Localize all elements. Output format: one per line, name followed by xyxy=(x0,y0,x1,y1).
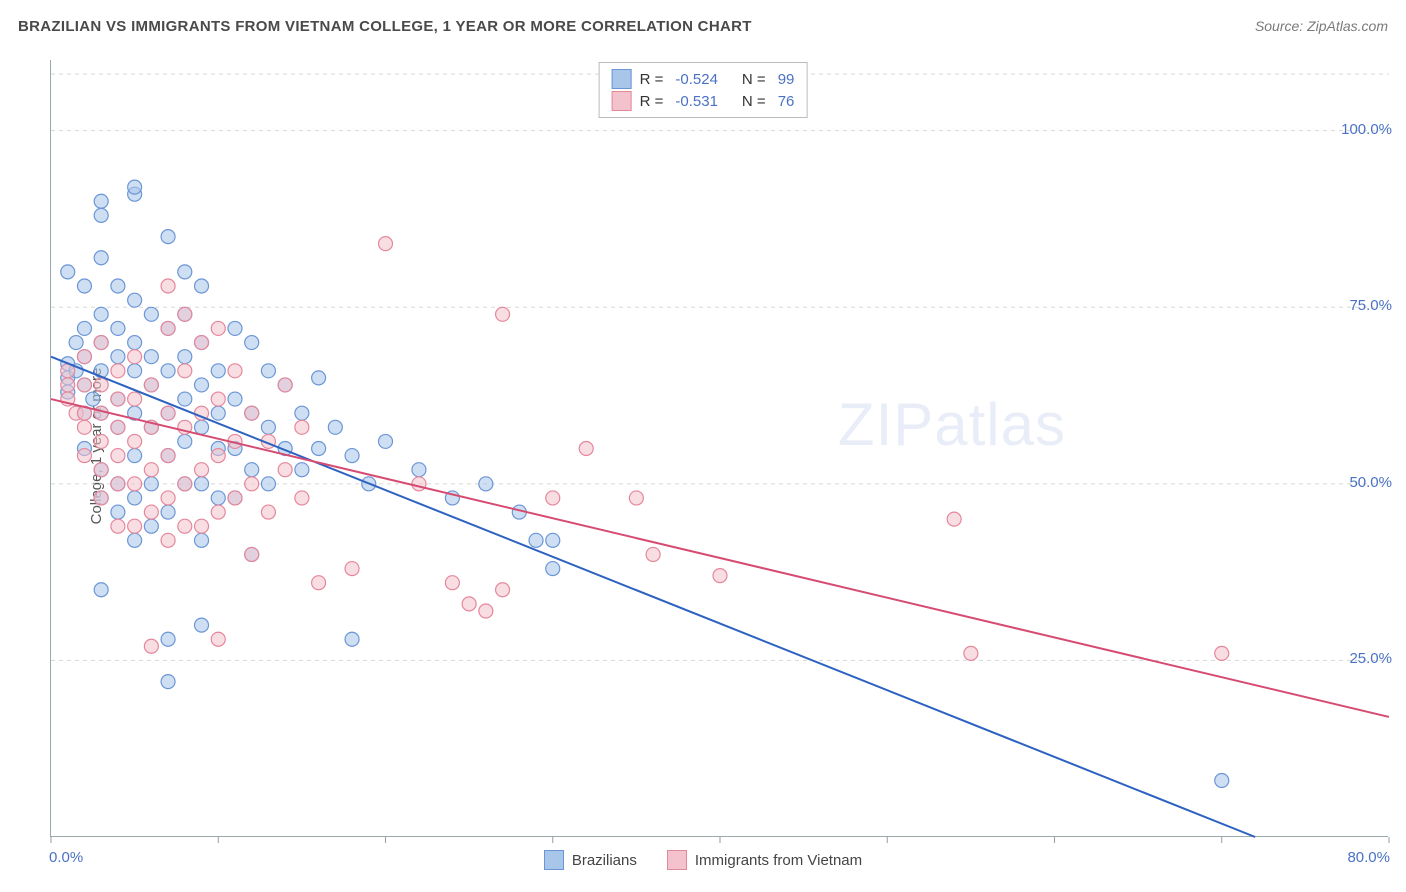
stat-r-value: -0.531 xyxy=(675,93,718,110)
legend-label: Brazilians xyxy=(572,852,637,869)
stat-n-label: N = xyxy=(742,93,766,110)
legend-label: Immigrants from Vietnam xyxy=(695,852,862,869)
y-tick-label: 100.0% xyxy=(1341,121,1392,138)
correlation-legend: R = -0.524 N = 99 R = -0.531 N = 76 xyxy=(599,62,808,118)
stat-n-label: N = xyxy=(742,71,766,88)
chart-source: Source: ZipAtlas.com xyxy=(1255,18,1388,35)
legend-swatch xyxy=(667,850,687,870)
stat-r-label: R = xyxy=(640,71,664,88)
legend-swatch xyxy=(612,91,632,111)
chart-header: BRAZILIAN VS IMMIGRANTS FROM VIETNAM COL… xyxy=(18,18,1388,35)
y-tick-label: 75.0% xyxy=(1349,297,1392,314)
series-legend-item: Brazilians xyxy=(544,850,637,870)
y-tick-label: 50.0% xyxy=(1349,474,1392,491)
scatter-svg xyxy=(51,60,1388,836)
legend-row: R = -0.531 N = 76 xyxy=(612,91,795,111)
plot-area: 25.0%50.0%75.0%100.0%0.0%80.0% xyxy=(50,60,1388,837)
y-tick-label: 25.0% xyxy=(1349,650,1392,667)
series-legend-item: Immigrants from Vietnam xyxy=(667,850,862,870)
legend-swatch xyxy=(612,69,632,89)
series-legend: Brazilians Immigrants from Vietnam xyxy=(0,850,1406,870)
stat-n-value: 76 xyxy=(778,93,795,110)
stat-r-label: R = xyxy=(640,93,664,110)
stat-n-value: 99 xyxy=(778,71,795,88)
chart-title: BRAZILIAN VS IMMIGRANTS FROM VIETNAM COL… xyxy=(18,18,752,35)
legend-row: R = -0.524 N = 99 xyxy=(612,69,795,89)
stat-r-value: -0.524 xyxy=(675,71,718,88)
legend-swatch xyxy=(544,850,564,870)
